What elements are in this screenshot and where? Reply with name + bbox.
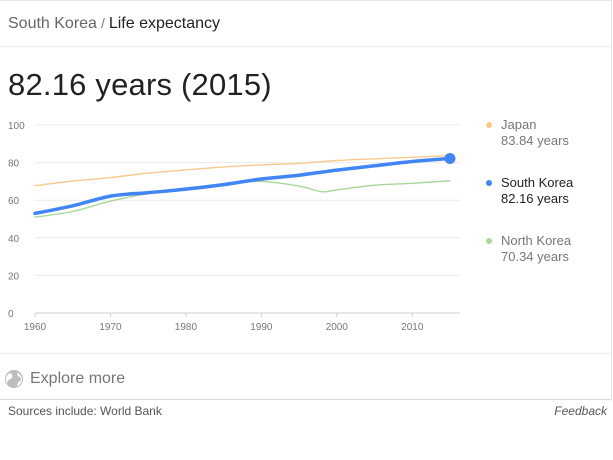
explore-more-label: Explore more [30, 370, 126, 387]
breadcrumb-separator: / [100, 15, 105, 31]
y-tick-label: 100 [8, 121, 25, 132]
legend-item-south-korea[interactable]: South Korea 82.16 years [484, 175, 609, 233]
x-tick-label: 1990 [250, 322, 273, 333]
y-tick-label: 40 [8, 234, 20, 245]
feedback-link[interactable]: Feedback [554, 404, 607, 418]
breadcrumb-country-link[interactable]: South Korea [8, 15, 97, 32]
series-line-japan [34, 154, 451, 187]
x-tick-label: 2010 [401, 322, 424, 333]
y-tick-label: 0 [8, 309, 14, 320]
divider [0, 353, 611, 354]
divider [0, 399, 611, 400]
life-expectancy-chart[interactable]: 0 20 40 60 80 100 1960 1970 1980 1990 2000 2010 [0, 111, 470, 341]
y-tick-label: 60 [8, 196, 20, 207]
x-tick-label: 1960 [24, 322, 47, 333]
legend-name: North Korea [501, 233, 572, 248]
highlight-point [444, 153, 456, 165]
sources-note: Sources include: World Bank [8, 404, 162, 418]
divider [0, 46, 611, 47]
legend-item-japan[interactable]: Japan 83.84 years [484, 117, 609, 175]
y-tick-label: 20 [8, 271, 20, 282]
series-line-north-korea [34, 180, 451, 218]
legend-value: 70.34 years [501, 249, 569, 264]
x-tick-label: 1970 [99, 322, 122, 333]
globe-icon [5, 370, 23, 388]
legend-value: 83.84 years [501, 133, 569, 148]
y-tick-label: 80 [8, 159, 20, 170]
legend-name: Japan [501, 117, 537, 132]
chart-legend: Japan 83.84 years South Korea 82.16 year… [484, 117, 609, 291]
legend-name: South Korea [501, 175, 574, 190]
legend-dot-japan [486, 122, 492, 128]
legend-dot-north-korea [486, 238, 492, 244]
explore-more-button[interactable]: Explore more [4, 367, 125, 391]
legend-dot-south-korea [486, 180, 492, 186]
page-title: 82.16 years (2015) [8, 67, 272, 102]
series-line-south-korea [33, 156, 452, 216]
legend-value: 82.16 years [501, 191, 569, 206]
x-tick-label: 2000 [326, 322, 349, 333]
knowledge-card: South Korea / Life expectancy 82.16 years … [0, 0, 612, 401]
breadcrumb-topic: Life expectancy [108, 15, 221, 32]
breadcrumb: South Korea / Life expectancy [8, 15, 220, 33]
x-tick-label: 1980 [175, 322, 198, 333]
legend-item-north-korea[interactable]: North Korea 70.34 years [484, 233, 609, 291]
